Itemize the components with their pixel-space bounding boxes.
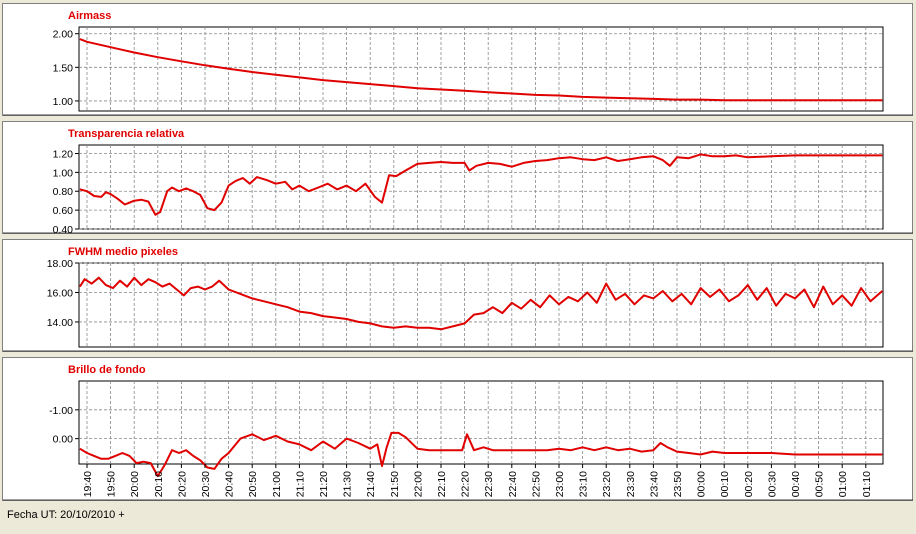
x-tick-label: 22:00 <box>412 471 424 497</box>
series-line <box>79 431 883 478</box>
x-tick-label: 21:30 <box>342 471 354 497</box>
x-tick-label: 21:50 <box>389 471 401 497</box>
y-tick-label: 16.00 <box>47 287 73 299</box>
x-tick-label: 19:50 <box>106 471 118 497</box>
x-tick-label: 20:30 <box>200 471 212 497</box>
y-tick-label: 18.00 <box>47 258 73 270</box>
y-tick-label: 14.00 <box>47 317 73 329</box>
x-tick-label: 00:10 <box>719 471 731 497</box>
plot-area <box>78 380 884 465</box>
x-tick-label: 23:20 <box>601 471 613 497</box>
y-tick-label: 1.00 <box>53 96 74 108</box>
y-tick-label: 0.60 <box>53 205 74 217</box>
series-line <box>79 276 883 331</box>
x-tick-label: 23:40 <box>648 471 660 497</box>
x-tick-label: 20:10 <box>153 471 165 497</box>
y-tick-label: 0.80 <box>53 186 74 198</box>
chart-panel: FWHM medio pixeles 14.00 16.00 18.00 <box>2 239 913 352</box>
chart-panel: Airmass 1.00 1.50 2.00 <box>2 3 913 116</box>
plot-area <box>78 26 884 112</box>
x-tick-label: 01:00 <box>837 471 849 497</box>
x-tick-label: 00:00 <box>696 471 708 497</box>
x-tick-label: 00:20 <box>743 471 755 497</box>
y-tick-label: -1.00 <box>49 405 73 417</box>
x-tick-label: 23:10 <box>578 471 590 497</box>
chart-panel: Brillo de fondo -1.00 0.00 <box>2 357 913 501</box>
x-tick-label: 21:00 <box>271 471 283 497</box>
panel-title: Airmass <box>68 10 111 22</box>
y-tick-label: 1.00 <box>53 167 74 179</box>
date-label: Fecha UT: 20/10/2010 + <box>7 509 125 521</box>
chart-panel: Transparencia relativa 0.40 0.60 0.80 1.00 1.… <box>2 121 913 236</box>
x-tick-label: 22:30 <box>483 471 495 497</box>
x-tick-label: 00:50 <box>814 471 826 497</box>
panel-title: FWHM medio pixeles <box>68 246 178 258</box>
x-tick-label: 23:50 <box>672 471 684 497</box>
series-line <box>79 38 883 102</box>
x-tick-label: 22:40 <box>507 471 519 497</box>
series-line <box>79 153 883 216</box>
x-tick-label: 22:50 <box>530 471 542 497</box>
y-tick-label: 1.20 <box>53 148 74 160</box>
x-tick-label: 21:40 <box>365 471 377 497</box>
y-tick-label: 1.50 <box>53 62 74 74</box>
panel-frame <box>2 3 913 116</box>
x-tick-label: 22:10 <box>436 471 448 497</box>
x-tick-label: 23:00 <box>554 471 566 497</box>
x-tick-label: 19:40 <box>82 471 94 497</box>
x-tick-label: 20:00 <box>129 471 141 497</box>
x-tick-label: 22:20 <box>460 471 472 497</box>
x-tick-label: 20:20 <box>176 471 188 497</box>
y-tick-label: 2.00 <box>53 29 74 41</box>
panel-frame <box>2 121 913 234</box>
panel-title: Transparencia relativa <box>68 128 185 140</box>
y-tick-label: 0.40 <box>53 224 74 236</box>
x-tick-label: 21:10 <box>294 471 306 497</box>
x-tick-label: 01:10 <box>861 471 873 497</box>
x-tick-label: 21:20 <box>318 471 330 497</box>
y-tick-label: 0.00 <box>53 434 74 446</box>
x-tick-label: 23:30 <box>625 471 637 497</box>
panel-title: Brillo de fondo <box>68 364 146 376</box>
x-tick-label: 00:30 <box>766 471 778 497</box>
x-tick-label: 20:40 <box>224 471 236 497</box>
x-tick-label: 20:50 <box>247 471 259 497</box>
x-tick-label: 00:40 <box>790 471 802 497</box>
